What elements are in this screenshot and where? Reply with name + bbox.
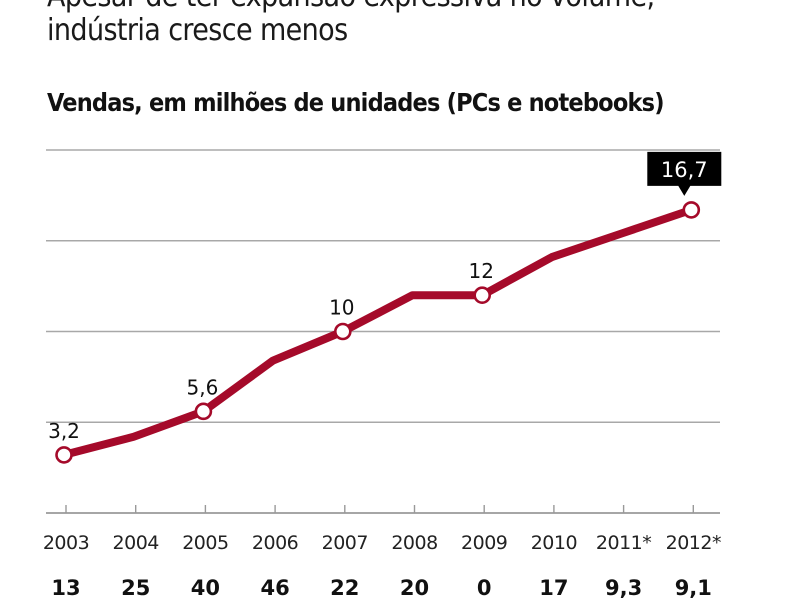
series-path	[60, 205, 696, 459]
growth-value: 25	[121, 576, 150, 600]
series-line	[60, 205, 696, 459]
data-point-marker	[333, 322, 352, 341]
x-tick-label: 2012*	[666, 532, 721, 554]
chart-title-line-1: Apesar de ter expansão expressiva no vol…	[47, 0, 655, 14]
callout-label: 16,7	[661, 158, 708, 182]
x-tick-label: 2004	[113, 532, 160, 554]
growth-value: 9,1	[675, 576, 712, 600]
x-tick-label: 2011*	[596, 532, 651, 554]
x-tick-label: 2007	[322, 532, 368, 554]
point-markers	[55, 201, 701, 464]
x-tick-label: 2008	[391, 532, 437, 554]
data-labels: 3,2 5,6 10 12 16,7	[48, 151, 722, 443]
data-label: 10	[329, 296, 354, 320]
data-point-marker	[194, 402, 213, 421]
growth-value: 20	[400, 576, 429, 600]
growth-value: 17	[539, 576, 568, 600]
gridlines	[46, 149, 720, 424]
growth-value: 40	[191, 576, 220, 600]
data-point-marker	[682, 201, 701, 219]
data-label: 3,2	[48, 419, 80, 443]
data-label: 12	[468, 259, 493, 283]
growth-value: 46	[260, 576, 289, 600]
growth-value: 0	[477, 576, 492, 600]
data-point-marker	[55, 446, 73, 464]
x-tick-label: 2006	[252, 532, 298, 554]
x-axis	[46, 505, 720, 514]
x-tick-label: 2005	[182, 532, 228, 554]
data-point-marker	[473, 286, 492, 305]
chart-title-line-2: indústria cresce menos	[47, 13, 348, 48]
growth-value: 13	[51, 576, 80, 600]
chart-subtitle: Vendas, em milhões de unidades (PCs e no…	[47, 88, 665, 117]
growth-value: 9,3	[605, 576, 642, 600]
growth-value: 22	[330, 576, 359, 600]
x-tick-label: 2003	[43, 532, 89, 554]
x-tick-labels: 2003 2004 2005 2006 2007 2008 2009 2010 2011* 201…	[43, 532, 722, 554]
callout-box	[647, 151, 722, 196]
data-label: 5,6	[186, 375, 218, 399]
x-tick-label: 2009	[461, 532, 507, 554]
growth-row: 13 25 40 46 22 20 0 17 9,3 9,1	[51, 576, 712, 600]
x-tick-label: 2010	[531, 532, 577, 554]
